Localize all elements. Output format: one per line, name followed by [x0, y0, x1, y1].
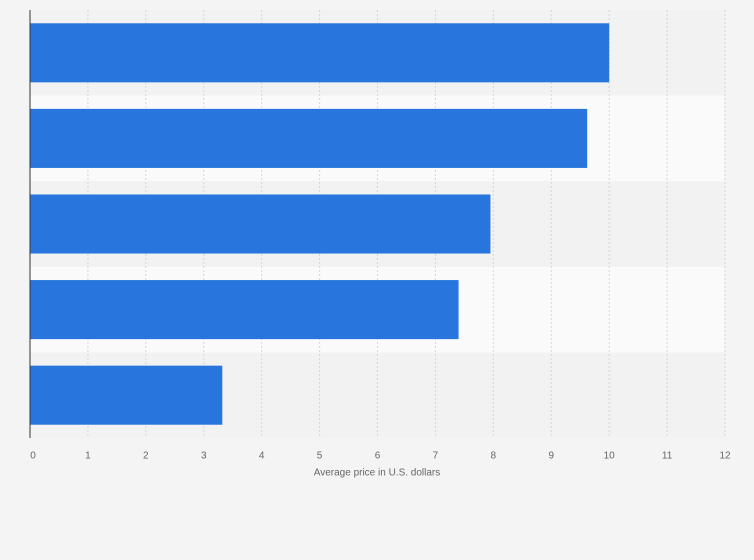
x-axis-label: Average price in U.S. dollars	[314, 468, 441, 479]
x-tick-label: 8	[491, 451, 497, 462]
x-tick-label: 2	[143, 451, 149, 462]
x-tick-label: 12	[719, 451, 731, 462]
bar	[30, 194, 491, 254]
x-tick-label: 6	[375, 451, 381, 462]
bar	[30, 23, 610, 83]
bar	[30, 365, 223, 425]
x-tick-label: 11	[662, 451, 673, 462]
bar	[30, 108, 588, 168]
x-tick-label: 4	[259, 451, 265, 462]
x-tick-label: 7	[433, 451, 439, 462]
x-tick-label: 5	[317, 451, 323, 462]
x-tick-label: 0	[30, 451, 36, 462]
x-tick-label: 3	[201, 451, 207, 462]
x-tick-label: 9	[548, 451, 554, 462]
x-tick-label: 1	[85, 451, 91, 462]
bar	[30, 280, 459, 340]
x-tick-label: 10	[604, 451, 616, 462]
